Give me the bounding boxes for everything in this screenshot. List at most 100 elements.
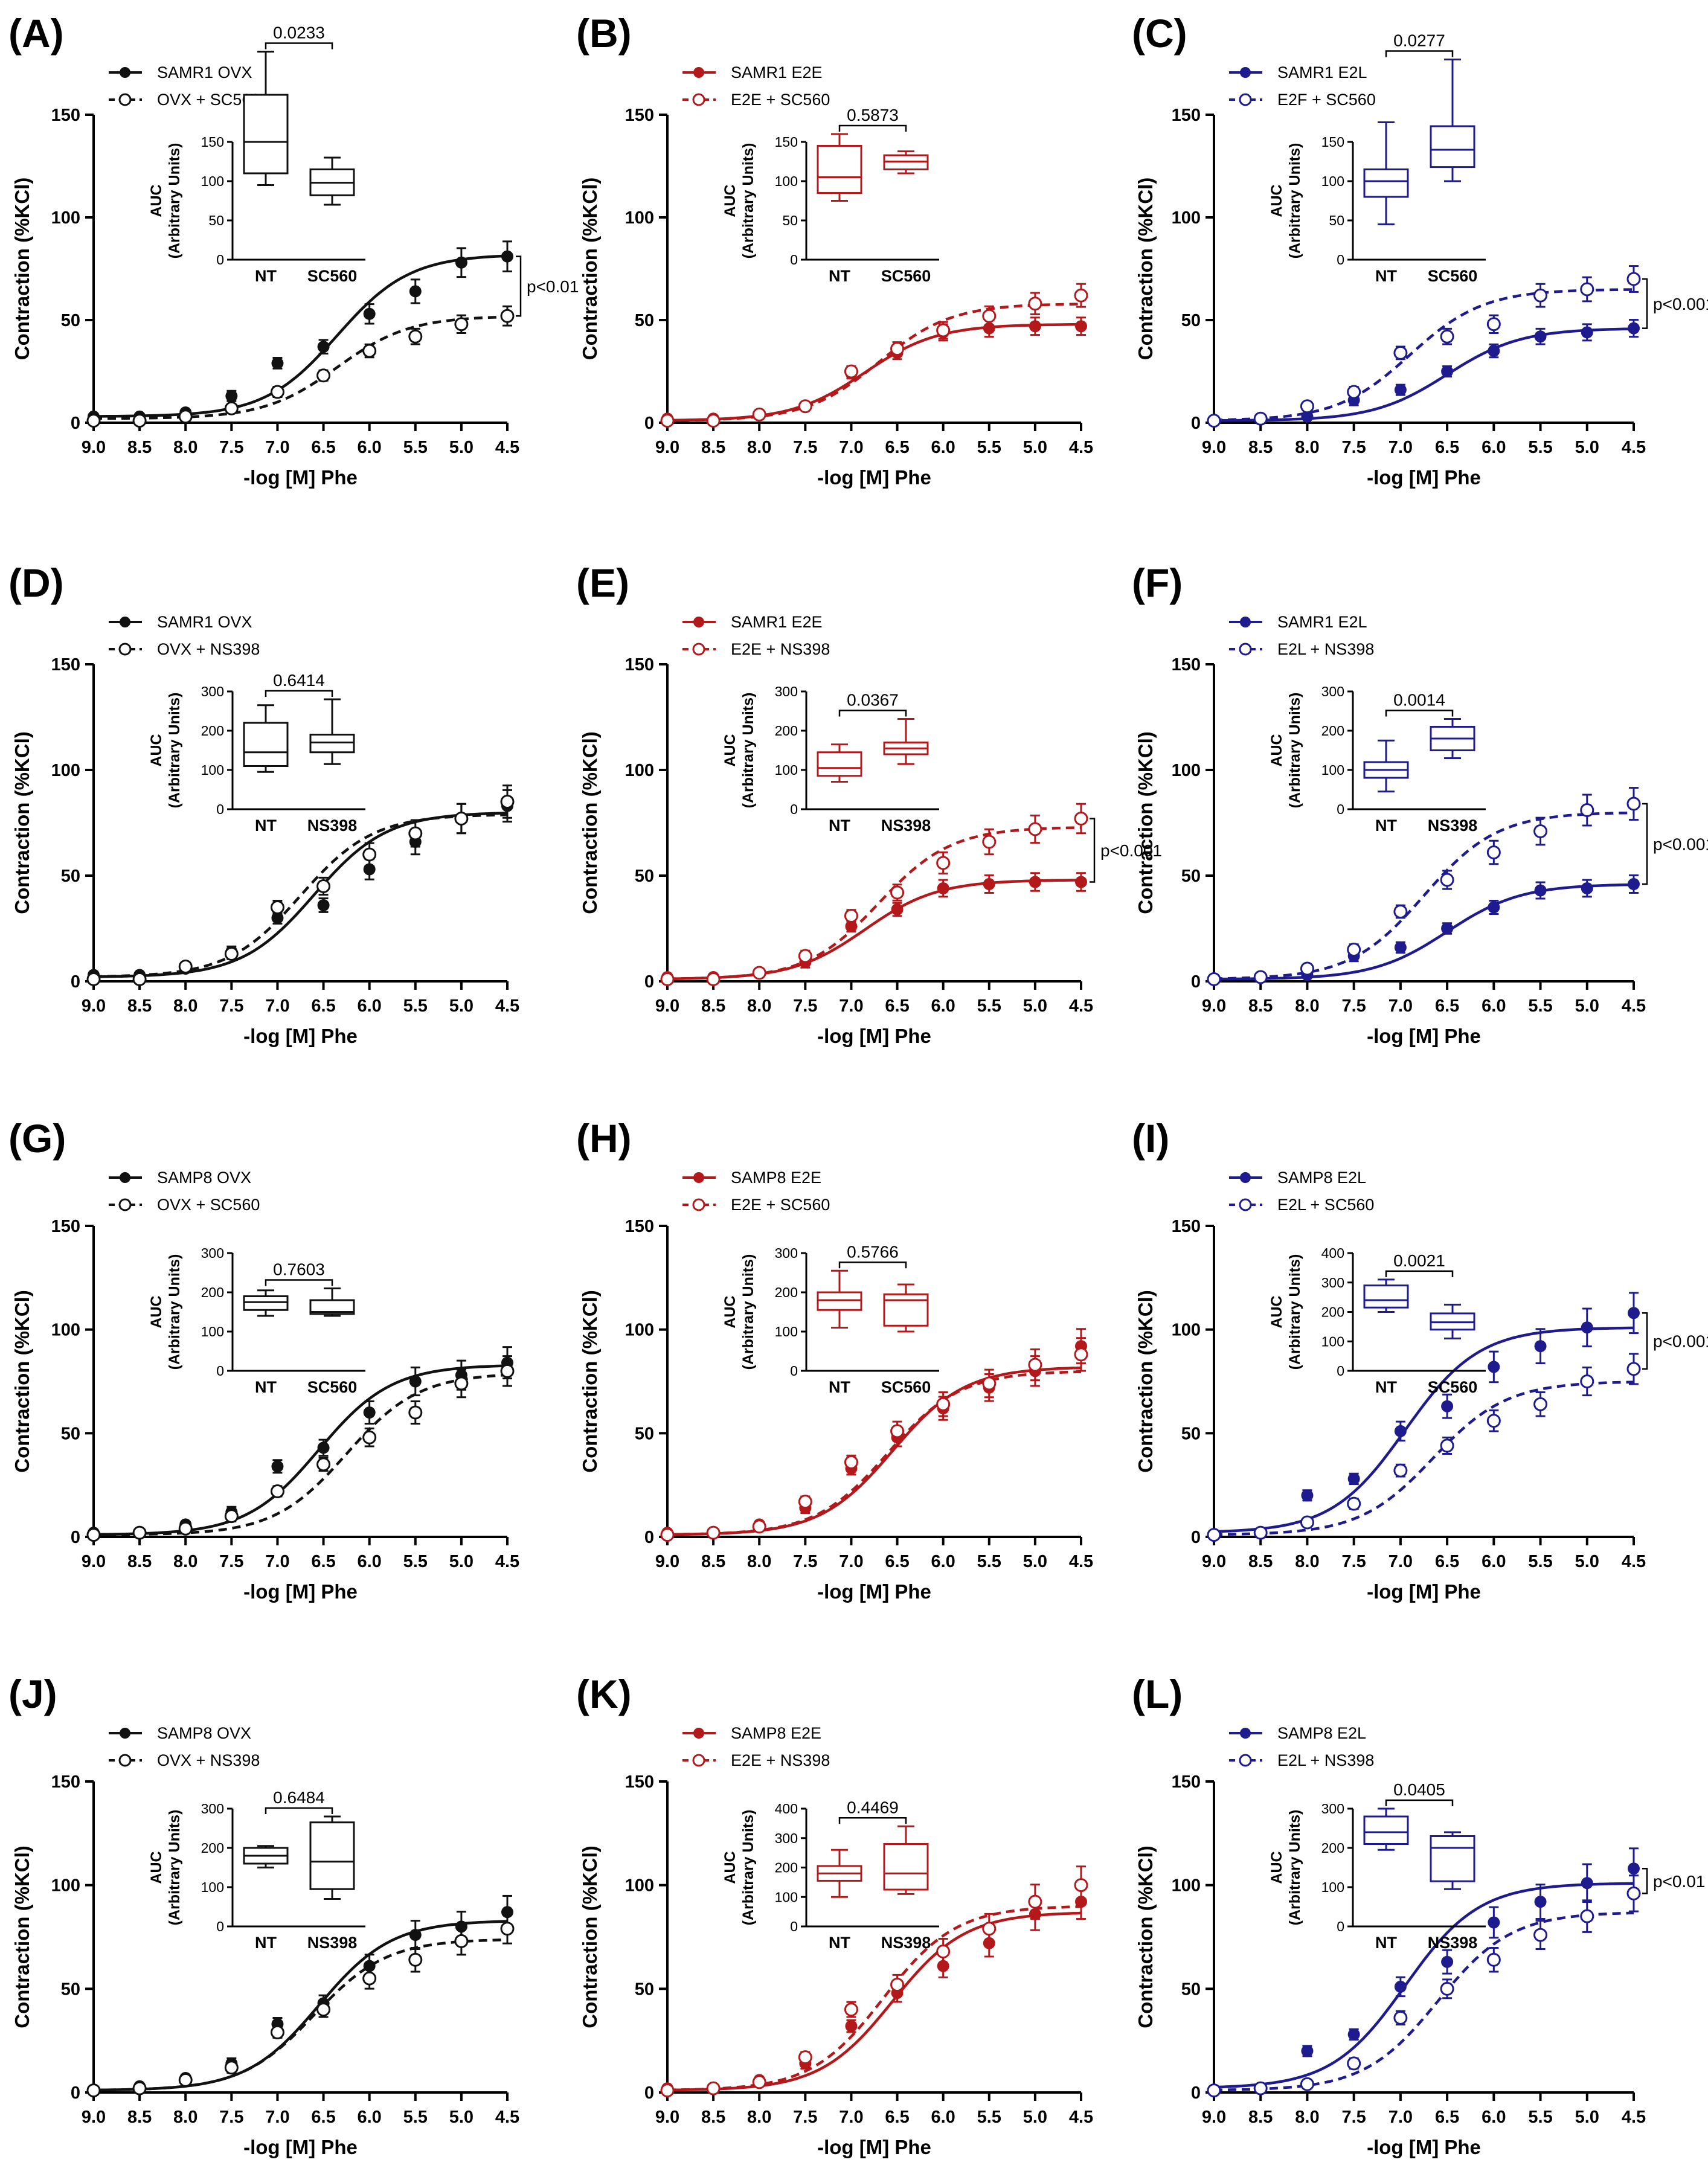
inset-y-tick-label: 100 (1321, 1333, 1344, 1349)
legend-label: E2E + NS398 (731, 640, 830, 658)
x-tick-label: 9.0 (655, 996, 679, 1016)
legend-marker-open (1239, 1754, 1252, 1767)
inset-category-label: NS398 (881, 1934, 931, 1952)
legend-marker-filled (693, 67, 704, 78)
data-point-open (798, 949, 812, 963)
panel-label: (L) (1132, 1672, 1183, 1716)
fit-curve-dashed (667, 303, 1082, 422)
x-tick-label: 6.5 (885, 996, 909, 1016)
data-point-open (1207, 414, 1221, 428)
x-axis-title: -log [M] Phe (817, 1580, 931, 1603)
inset-category-label: NT (1375, 267, 1397, 285)
data-point-open (660, 414, 675, 428)
y-tick-label: 50 (635, 311, 654, 330)
panel-label: (G) (8, 1116, 66, 1161)
fit-curve-dashed (1213, 811, 1634, 980)
data-point-filled (317, 341, 330, 353)
inset-boxplot: 0 50 100 150 AUC (Arbitrary Units) NT SC560 0.58… (722, 106, 939, 285)
x-axis-title: -log [M] Phe (817, 2136, 931, 2158)
inset-y-tick-label: 150 (201, 134, 224, 150)
data-point-open (1347, 943, 1361, 957)
data-point-filled (1628, 1862, 1640, 1875)
x-tick-label: 8.5 (127, 2108, 152, 2127)
data-point-open (454, 1934, 469, 1948)
inset-y-tick-label: 300 (775, 684, 798, 699)
data-point-filled (317, 1441, 330, 1454)
data-point-open (798, 2050, 812, 2065)
inset-y-tick-label: 100 (775, 1889, 798, 1905)
y-axis-title: Contraction (%KCl) (579, 1290, 601, 1472)
data-point-open (890, 885, 905, 900)
data-point-filled (1075, 876, 1087, 888)
significance-bracket (1090, 818, 1096, 883)
fit-curve-solid (93, 1920, 508, 2092)
chart-panel: (G) SAMP8 OVX OVX + SC560 0 50 100 150 9.0 8.5 8.… (8, 1116, 519, 1603)
data-point-filled (501, 1906, 513, 1919)
x-tick-label: 6.5 (1435, 2108, 1459, 2127)
x-tick-label: 5.5 (977, 2108, 1001, 2127)
inset-category-label: NT (255, 1934, 277, 1952)
data-point-open (1300, 2077, 1314, 2091)
x-tick-label: 8.0 (173, 996, 197, 1016)
x-tick-label: 4.5 (1069, 1552, 1093, 1571)
inset-y-title: AUC (722, 1851, 739, 1884)
data-point-filled (1488, 1361, 1500, 1373)
data-point-open (408, 1952, 423, 1967)
inset-category-label: NT (255, 816, 277, 835)
inset-y-tick-label: 100 (775, 173, 798, 189)
y-tick-label: 100 (625, 761, 654, 780)
data-point-open (1626, 797, 1641, 811)
inset-y-tick-label: 300 (775, 1245, 798, 1261)
data-point-open (844, 1455, 858, 1469)
x-tick-label: 7.5 (793, 1552, 817, 1571)
data-point-open (132, 2081, 147, 2095)
x-tick-label: 8.5 (701, 1552, 725, 1571)
x-tick-label: 7.0 (839, 996, 863, 1016)
y-tick-label: 0 (71, 1528, 80, 1547)
x-tick-label: 7.0 (265, 996, 289, 1016)
inset-y-tick-label: 400 (1321, 1245, 1344, 1261)
box-iqr (817, 751, 862, 777)
data-point-open (1440, 1981, 1454, 1996)
x-tick-label: 4.5 (1069, 438, 1093, 457)
inset-category-label: NT (1375, 1934, 1397, 1952)
inset-y-tick-label: 0 (216, 252, 224, 268)
data-point-open (1393, 1463, 1408, 1478)
y-tick-label: 100 (625, 208, 654, 228)
x-tick-label: 8.5 (701, 996, 725, 1016)
x-tick-label: 6.0 (1482, 438, 1506, 457)
x-tick-label: 8.5 (1248, 996, 1273, 1016)
data-point-open (362, 344, 377, 358)
box-iqr (1430, 1835, 1475, 1882)
data-point-open (1074, 288, 1088, 303)
significance-bracket (516, 255, 522, 317)
x-tick-label: 8.5 (701, 2108, 725, 2127)
significance-label: p<0.001 (1100, 841, 1162, 860)
data-point-filled (1488, 345, 1500, 357)
fit-curve-dashed (93, 813, 508, 978)
legend-label: SAMP8 E2L (1277, 1169, 1366, 1187)
data-point-open (500, 1922, 515, 1936)
data-point-open (270, 385, 284, 399)
data-point-filled (891, 903, 904, 915)
data-point-open (1207, 2083, 1221, 2098)
inset-y-tick-label: 100 (1321, 762, 1344, 778)
data-point-filled (409, 1375, 422, 1388)
inset-y-title: (Arbitrary Units) (740, 693, 757, 809)
data-point-open (1486, 317, 1501, 332)
data-point-filled (271, 1460, 284, 1473)
data-point-open (178, 1521, 193, 1536)
data-point-open (1207, 1528, 1221, 1542)
data-point-open (660, 2083, 675, 2098)
x-tick-label: 5.0 (1575, 2108, 1599, 2127)
x-axis-title: -log [M] Phe (243, 1025, 358, 1047)
legend-label: SAMP8 OVX (157, 1724, 251, 1742)
box-iqr (1363, 168, 1409, 198)
data-point-filled (1029, 320, 1041, 333)
y-tick-label: 50 (61, 1424, 80, 1443)
inset-y-tick-label: 200 (1321, 1304, 1344, 1320)
data-point-open (1347, 2056, 1361, 2071)
y-tick-label: 150 (625, 1772, 654, 1792)
inset-boxplot: 0 50 100 150 AUC (Arbitrary Units) NT SC560 0.02… (1268, 31, 1486, 285)
legend-marker-filled (1240, 1172, 1251, 1183)
